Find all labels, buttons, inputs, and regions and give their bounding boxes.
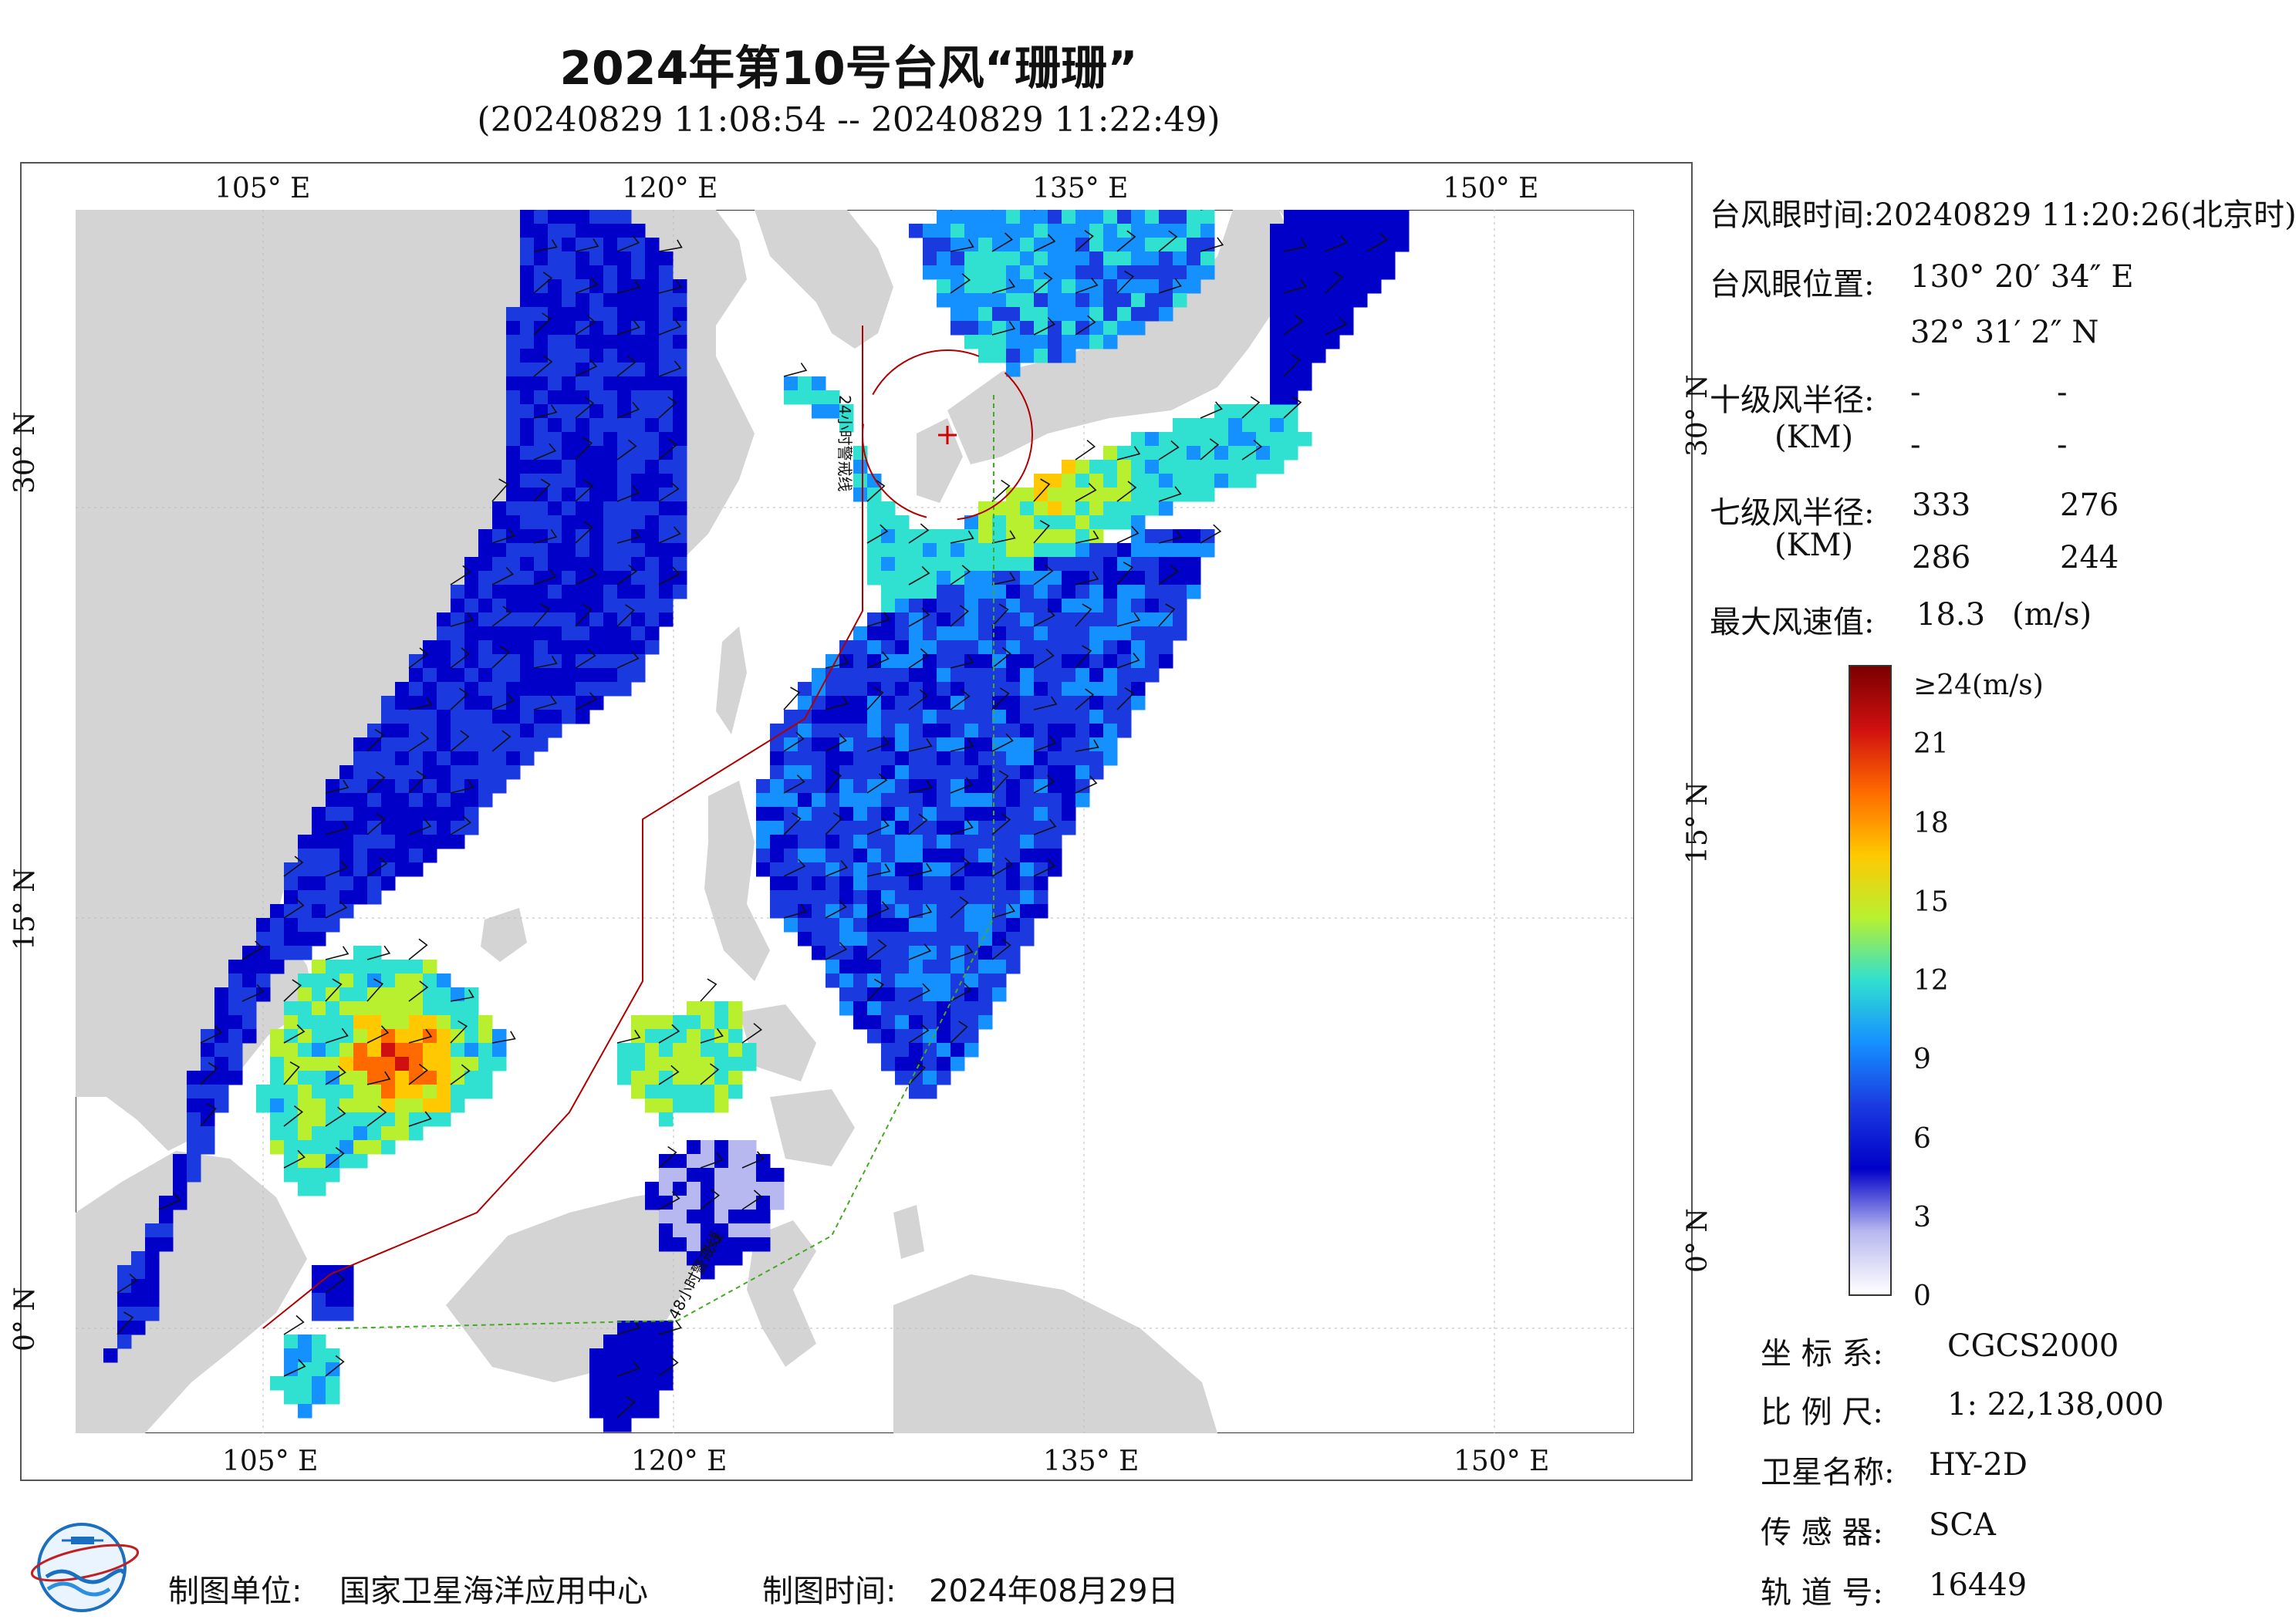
org-label: 制图单位: [168, 1574, 302, 1609]
land-visayas [739, 1004, 816, 1081]
typhoon-eye-marker [862, 349, 1033, 521]
orbit-value: 16449 [1929, 1567, 2028, 1603]
wind-field-map: 24小时警戒线 48小时警戒线 [76, 210, 1634, 1433]
r10-value-3: - [1910, 427, 1921, 463]
axis-left-30n: 30° N [9, 411, 41, 494]
r10-label: 十级风半径: [1710, 383, 1875, 418]
time-range-subtitle: (20240829 11:08:54 -- 20240829 11:22:49) [477, 100, 1221, 140]
map-date-label: 制图时间: [762, 1574, 896, 1609]
eye-time-label: 台风眼时间: [1710, 197, 1875, 233]
colorbar-tick: 9 [1913, 1044, 1931, 1076]
wind-barb-layer [116, 210, 1389, 1419]
colorbar-tick: 0 [1913, 1281, 1931, 1312]
colorbar-tick: 3 [1913, 1201, 1931, 1233]
eye-longitude: 130° 20′ 34″ E [1910, 259, 2134, 295]
colorbar-tick: 6 [1913, 1122, 1931, 1155]
track-label-24h: 24小时警戒线 [836, 395, 854, 491]
r7-value-2: 276 [2060, 488, 2119, 523]
scale-label: 比 例 尺: [1761, 1395, 1883, 1430]
axis-bottom-120e: 120° E [631, 1446, 728, 1477]
eye-time-row: 台风眼时间:20240829 11:20:26(北京时) [1710, 190, 2296, 235]
eye-latitude: 32° 31′ 2″ N [1910, 315, 2099, 350]
colorbar-tick: 15 [1913, 886, 1949, 918]
wind-swath-layer [103, 210, 1410, 1432]
satellite-label: 卫星名称: [1761, 1455, 1895, 1490]
max-wind-unit: (m/s) [2012, 597, 2092, 633]
map-title: 2024年第10号台风“珊珊” [559, 42, 1138, 96]
axis-top-105e: 105° E [214, 173, 311, 204]
org-value: 国家卫星海洋应用中心 [339, 1574, 648, 1609]
axis-right-15n: 15° N [1682, 781, 1714, 864]
warning-lines [262, 326, 994, 1329]
r7-unit: (KM) [1774, 528, 1854, 563]
map-date-value: 2024年08月29日 [929, 1574, 1179, 1609]
max-wind-value: 18.3 [1916, 597, 1986, 633]
land-korea [755, 210, 893, 349]
eye-position-label: 台风眼位置: [1710, 267, 1875, 302]
axis-top-135e: 135° E [1032, 173, 1129, 204]
r7-value-1: 333 [1912, 488, 1971, 523]
orbit-label: 轨 道 号: [1761, 1575, 1883, 1611]
colorbar-tick: 18 [1913, 807, 1949, 839]
land-halmahera [893, 1205, 924, 1259]
land-sulawesi [747, 1220, 816, 1367]
land-taiwan [716, 626, 747, 734]
r10-value-1: - [1910, 375, 1921, 410]
axis-left-15n: 15° N [9, 868, 41, 950]
land-hainan [481, 908, 527, 962]
axis-bottom-135e: 135° E [1043, 1446, 1140, 1477]
axis-top-150e: 150° E [1443, 173, 1539, 204]
axis-right-30n: 30° N [1682, 374, 1714, 457]
land-newguinea [893, 1274, 1217, 1433]
scale-value: 1: 22,138,000 [1947, 1387, 2164, 1422]
axis-left-0n: 0° N [9, 1287, 41, 1351]
max-wind-label: 最大风速值: [1710, 605, 1875, 640]
r7-value-3: 286 [1912, 540, 1971, 575]
crs-value: CGCS2000 [1947, 1328, 2119, 1364]
warning-line-48h [337, 395, 994, 1329]
eye-time-value: 20240829 11:20:26(北京时) [1874, 197, 2296, 233]
satellite-value: HY-2D [1929, 1447, 2028, 1483]
axis-bottom-105e: 105° E [222, 1446, 319, 1477]
axis-right-0n: 0° N [1682, 1208, 1714, 1273]
r7-value-4: 244 [2060, 540, 2119, 575]
r10-unit: (KM) [1774, 420, 1854, 455]
map-frame [20, 162, 1693, 1481]
land-luzon [704, 781, 770, 981]
warning-line-24h [262, 326, 863, 1329]
land-kyushu [917, 418, 963, 503]
nsoas-logo-icon [31, 1523, 139, 1612]
land-malaya [76, 1151, 307, 1433]
colorbar-top-label: ≥24(m/s) [1913, 670, 2044, 701]
r7-label: 七级风半径: [1710, 495, 1875, 531]
sensor-value: SCA [1929, 1507, 1996, 1543]
land-mindanao [770, 1089, 855, 1166]
axis-bottom-150e: 150° E [1454, 1446, 1550, 1477]
axis-top-120e: 120° E [622, 173, 718, 204]
wind-speed-colorbar [1849, 665, 1892, 1296]
r10-value-4: - [2057, 427, 2068, 463]
colorbar-tick: 21 [1913, 728, 1949, 761]
sensor-label: 传 感 器: [1761, 1515, 1883, 1550]
r10-value-2: - [2057, 375, 2068, 410]
colorbar-tick: 12 [1913, 965, 1949, 997]
crs-label: 坐 标 系: [1761, 1336, 1883, 1372]
